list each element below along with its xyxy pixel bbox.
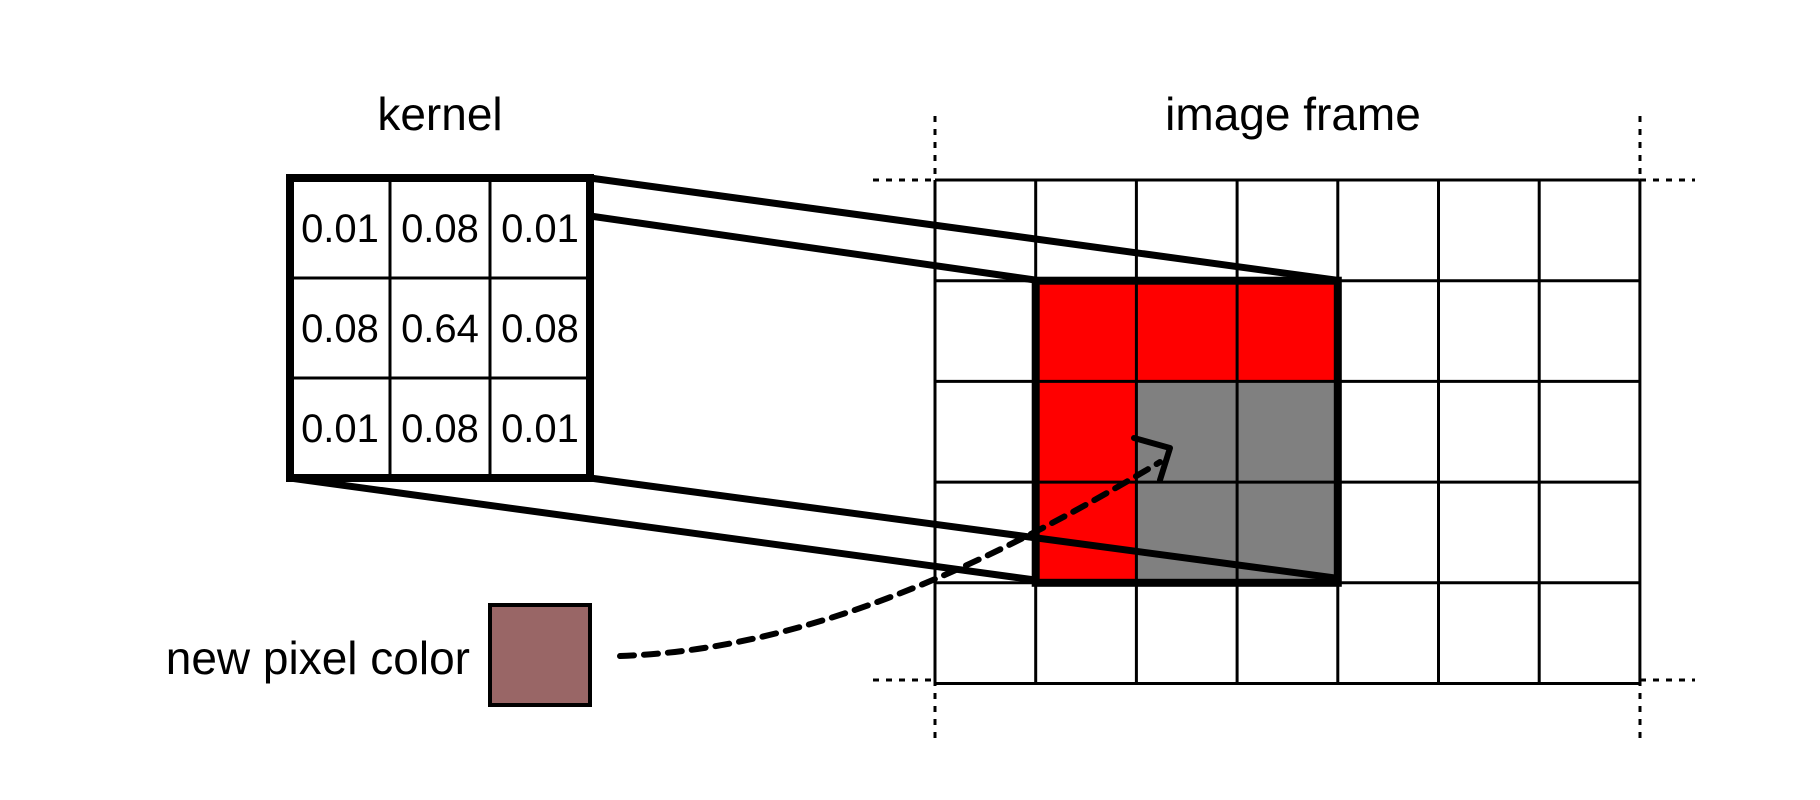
- kernel-cell: [488, 176, 592, 280]
- new-pixel-swatch: [488, 603, 592, 707]
- kernel-matrix: 0.01 0.08 0.01 0.08 0.64 0.08 0.01 0.08 0.01: [286, 174, 594, 482]
- kernel-value: 0.64: [401, 307, 479, 351]
- pointer-arrow: [617, 435, 1173, 659]
- red-cell-0: [1035, 280, 1137, 382]
- kernel-value: 0.01: [501, 407, 579, 451]
- kernel-window-border: [1031, 276, 1342, 587]
- red-cell-3: [1035, 381, 1137, 483]
- kernel-border: [286, 174, 594, 482]
- pointer-arrowhead-icon: [1131, 435, 1173, 483]
- red-cell-4: [1035, 482, 1137, 583]
- projection-bottom-inner: [586, 474, 1339, 582]
- red-cell-1: [1136, 280, 1238, 382]
- image-frame-grid: [933, 178, 1642, 685]
- image-frame-dashed-extensions: [873, 116, 1695, 738]
- kernel-value: 0.01: [301, 407, 379, 451]
- pointer-arrow-curve: [617, 459, 1163, 659]
- kernel-value: 0.01: [501, 207, 579, 251]
- image-frame-label: image frame: [1165, 88, 1421, 140]
- image-frame-fills: [1035, 280, 1338, 583]
- projection-top-inner: [586, 212, 1039, 284]
- kernel-projection-lines: [286, 174, 1339, 584]
- kernel-cell: [288, 376, 392, 480]
- kernel-label: kernel: [377, 88, 502, 140]
- gray-cell-0: [1136, 381, 1238, 483]
- new-pixel-label: new pixel color: [166, 632, 470, 684]
- kernel-cell: [488, 376, 592, 480]
- kernel-value: 0.08: [401, 407, 479, 451]
- red-cell-2: [1237, 280, 1338, 382]
- projection-bottom-outer: [286, 474, 1039, 584]
- kernel-value: 0.01: [301, 207, 379, 251]
- kernel-cell: [388, 276, 492, 380]
- projection-top-outer: [586, 174, 1339, 284]
- kernel-cells: 0.01 0.08 0.01 0.08 0.64 0.08 0.01 0.08 0.01: [286, 174, 594, 482]
- kernel-value: 0.08: [501, 307, 579, 351]
- kernel-value: 0.08: [301, 307, 379, 351]
- kernel-value: 0.08: [401, 207, 479, 251]
- gray-cell-2: [1136, 482, 1238, 583]
- gray-cell-1: [1237, 381, 1338, 483]
- image-frame-lines: [933, 178, 1642, 685]
